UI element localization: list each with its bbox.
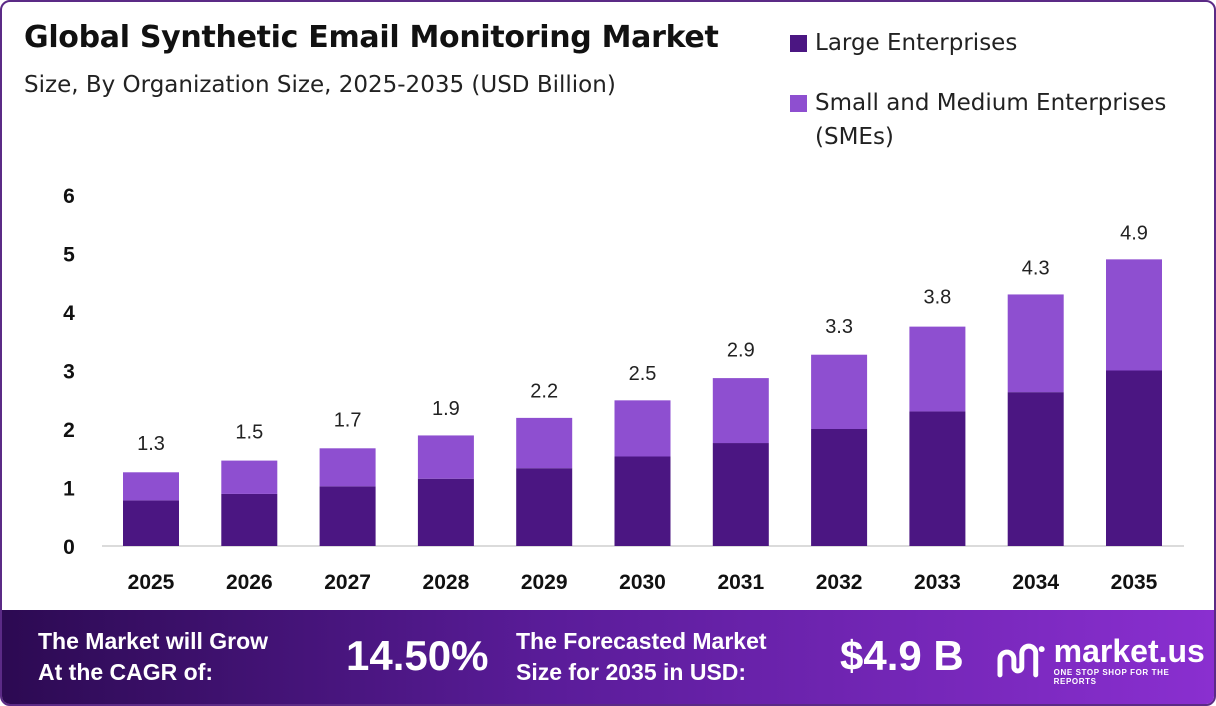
forecast-label-line1: The Forecasted Market	[516, 628, 767, 654]
bar-large-enterprises	[417, 478, 474, 546]
legend-swatch-large-enterprises	[790, 35, 807, 52]
cagr-label-line1: The Market will Grow	[38, 628, 269, 654]
forecast-value: $4.9 B	[840, 632, 964, 679]
bar-large-enterprises	[712, 443, 769, 546]
bar-chart: 0 1 2 3 4 5 6 1.3 2025 1.5 2026 1.7 2027 1.9 2028 2.2 20…	[63, 185, 1184, 594]
brand-tagline: ONE STOP SHOP FOR THE REPORTS	[1053, 668, 1170, 686]
bar-smes	[614, 400, 671, 457]
bar-smes	[123, 472, 179, 501]
x-tick-label: 2031	[717, 571, 764, 594]
legend-swatch-smes	[790, 95, 807, 112]
y-tick-label: 0	[63, 536, 75, 559]
bar-total-label: 2.5	[629, 363, 657, 385]
y-tick-label: 1	[63, 478, 75, 501]
bar-large-enterprises	[1007, 392, 1064, 546]
x-tick-label: 2028	[423, 571, 470, 594]
x-tick-label: 2027	[324, 571, 371, 594]
bar-total-label: 3.8	[923, 287, 951, 309]
bar-large-enterprises	[123, 500, 179, 546]
footer-banner: The Market will Grow At the CAGR of: 14.…	[2, 610, 1214, 704]
bar-total-label: 4.9	[1120, 222, 1148, 244]
bar-large-enterprises	[811, 429, 868, 546]
legend-label-large-enterprises: Large Enterprises	[815, 30, 1018, 56]
forecast-label-line2: Size for 2035 in USD:	[516, 659, 747, 685]
bar-smes	[1007, 294, 1064, 393]
cagr-label: The Market will Grow At the CAGR of:	[38, 626, 268, 688]
bar-total-label: 2.2	[530, 380, 558, 402]
y-tick-label: 4	[63, 302, 75, 325]
bar-smes	[1106, 259, 1162, 371]
bar-large-enterprises	[1106, 370, 1162, 546]
bar-large-enterprises	[516, 468, 573, 546]
brand-logo: market.us ONE STOP SHOP FOR THE REPORTS	[996, 633, 1214, 686]
market-us-logo-icon	[997, 643, 1045, 678]
cagr-label-line2: At the CAGR of:	[38, 659, 214, 685]
bar-smes	[811, 354, 868, 429]
bar-large-enterprises	[319, 486, 376, 546]
y-tick-label: 5	[63, 244, 75, 267]
bar-smes	[909, 326, 966, 412]
x-tick-label: 2032	[816, 571, 863, 594]
y-tick-label: 3	[63, 361, 75, 384]
legend-item-smes: Small and Medium Enterprises (SMEs)	[790, 86, 1210, 154]
chart-subtitle: Size, By Organization Size, 2025-2035 (U…	[24, 72, 616, 98]
chart-title: Global Synthetic Email Monitoring Market	[24, 20, 719, 55]
bar-large-enterprises	[221, 493, 278, 546]
x-tick-label: 2029	[521, 571, 568, 594]
x-tick-label: 2025	[128, 571, 175, 594]
bar-total-label: 4.3	[1022, 257, 1050, 279]
bar-total-label: 1.5	[235, 421, 263, 443]
bar-smes	[516, 417, 573, 469]
bar-smes	[712, 378, 769, 444]
y-tick-label: 2	[63, 419, 75, 442]
bar-total-label: 1.7	[334, 410, 362, 432]
bar-smes	[417, 435, 474, 479]
bar-large-enterprises	[909, 411, 966, 546]
bar-total-label: 1.9	[432, 398, 460, 420]
y-tick-label: 6	[63, 185, 75, 208]
legend-label-smes: Small and Medium Enterprises (SMEs)	[815, 90, 1167, 150]
x-tick-label: 2030	[619, 571, 666, 594]
bar-smes	[221, 460, 278, 494]
bar-total-label: 3.3	[825, 316, 853, 338]
bar-smes	[319, 448, 376, 487]
x-tick-label: 2035	[1111, 571, 1158, 594]
x-tick-label: 2033	[914, 571, 961, 594]
x-tick-label: 2034	[1012, 571, 1059, 594]
brand-name: market.us	[1053, 633, 1205, 669]
bar-large-enterprises	[614, 456, 671, 546]
legend-item-large-enterprises: Large Enterprises	[790, 26, 1210, 60]
cagr-value: 14.50%	[346, 632, 489, 679]
bar-total-label: 1.3	[137, 433, 165, 455]
x-tick-label: 2026	[226, 571, 273, 594]
forecast-label: The Forecasted Market Size for 2035 in U…	[516, 626, 767, 688]
legend: Large Enterprises Small and Medium Enter…	[790, 26, 1210, 180]
bar-total-label: 2.9	[727, 339, 755, 361]
